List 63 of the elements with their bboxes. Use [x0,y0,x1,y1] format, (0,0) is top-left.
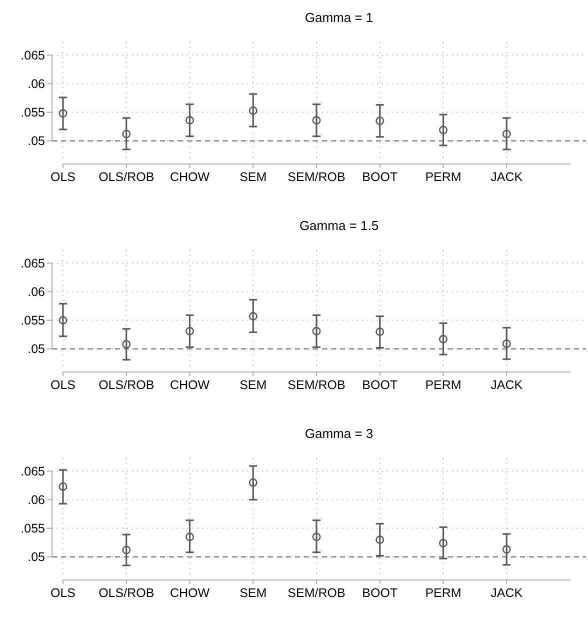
y-tick-label: .05 [28,134,46,148]
x-tick-label: OLS [50,378,76,392]
x-tick-label: OLS/ROB [98,378,154,392]
x-tick-label: JACK [490,170,524,184]
point [312,532,321,542]
point [248,312,258,321]
x-tick-label: SEM/ROB [288,170,346,184]
x-tick-label: PERM [425,378,462,392]
point [439,126,448,134]
x-tick-label: SEM [240,378,267,392]
point [248,106,258,115]
y-tick-label: .065 [20,464,46,479]
point [312,116,321,125]
x-tick-label: OLS/ROB [98,586,154,600]
x-tick-label: OLS [50,586,76,600]
chart-title: Gamma = 3 [304,426,374,441]
y-tick-label: .05 [28,342,46,356]
y-tick-label: .055 [20,314,46,328]
x-tick-label: OLS/ROB [98,170,154,184]
point [186,116,194,125]
x-tick-label: BOOT [362,170,398,184]
point [58,316,68,325]
x-tick-label: PERM [425,170,462,184]
y-tick-label: .05 [28,550,46,564]
point [502,545,511,554]
x-tick-label: CHOW [170,586,210,600]
y-tick-label: .055 [20,522,46,536]
point [376,327,384,336]
y-tick-label: .06 [28,77,46,92]
y-tick-label: .065 [20,256,46,271]
x-tick-label: PERM [425,586,462,600]
point [186,532,194,542]
x-tick-label: SEM/ROB [288,586,346,600]
chart-title: Gamma = 1.5 [299,218,379,233]
x-tick-label: SEM/ROB [288,378,346,392]
x-tick-label: CHOW [170,170,210,184]
y-tick-label: .06 [28,493,46,508]
point [502,339,511,348]
point [122,546,131,554]
x-tick-label: CHOW [170,378,210,392]
y-tick-label: .065 [20,48,46,63]
point [376,535,384,544]
x-tick-label: OLS [50,170,76,184]
point [58,482,68,491]
x-tick-label: SEM [240,170,267,184]
point [58,109,68,118]
point [122,130,131,138]
y-tick-label: .055 [20,106,46,120]
point [122,340,131,349]
point [439,538,448,548]
x-tick-label: BOOT [362,586,398,600]
x-tick-label: JACK [490,586,524,600]
point [502,130,511,138]
x-tick-label: SEM [240,586,267,600]
point [248,478,258,487]
y-tick-label: .06 [28,285,46,300]
point [439,334,448,344]
chart-title: Gamma = 1 [304,10,374,25]
x-tick-label: BOOT [362,378,398,392]
x-tick-label: JACK [490,378,524,392]
point [312,326,321,336]
point [186,326,194,336]
point [376,116,384,126]
